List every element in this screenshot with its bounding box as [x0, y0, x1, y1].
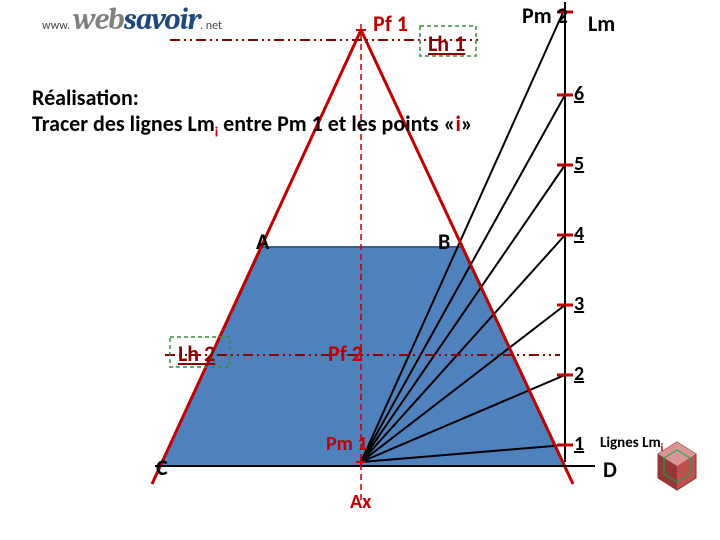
tick-1: 1	[574, 432, 584, 456]
tick-6: 6	[574, 82, 584, 106]
instr-line2a: Tracer des lignes Lm	[32, 110, 215, 137]
watermark-web: web	[73, 2, 124, 37]
label-d: D	[603, 456, 617, 483]
label-lm: Lm	[588, 10, 615, 37]
tick-5: 5	[574, 152, 584, 176]
tick-4: 4	[574, 222, 584, 246]
tick-2: 2	[574, 362, 584, 386]
label-pf2: Pf 2	[328, 340, 363, 367]
watermark-suffix: . net	[200, 19, 222, 33]
watermark: www. websavoir. net	[42, 2, 222, 37]
label-b: B	[438, 228, 450, 255]
watermark-prefix: www.	[42, 19, 70, 33]
label-pm2: Pm 2	[522, 2, 568, 29]
label-lh1: Lh 1	[428, 30, 465, 57]
instr-line1: Réalisation:	[32, 84, 139, 111]
label-lh2: Lh 2	[178, 340, 215, 367]
label-a: A	[256, 228, 269, 255]
tick-3: 3	[574, 292, 584, 316]
diamond-icon	[654, 440, 700, 492]
instruction-text: Réalisation: Tracer des lignes Lmi entre…	[32, 85, 473, 142]
instr-line2c: »	[461, 110, 473, 137]
label-pf1: Pf 1	[373, 10, 408, 37]
label-c: C	[156, 454, 168, 481]
label-lignes-text: Lignes Lm	[600, 434, 661, 452]
watermark-savoir: savoir	[124, 2, 200, 37]
label-pm1: Pm 1	[326, 432, 368, 456]
label-ax: Ax	[350, 490, 371, 514]
instr-line2b: entre Pm 1 et les points «	[218, 110, 455, 137]
